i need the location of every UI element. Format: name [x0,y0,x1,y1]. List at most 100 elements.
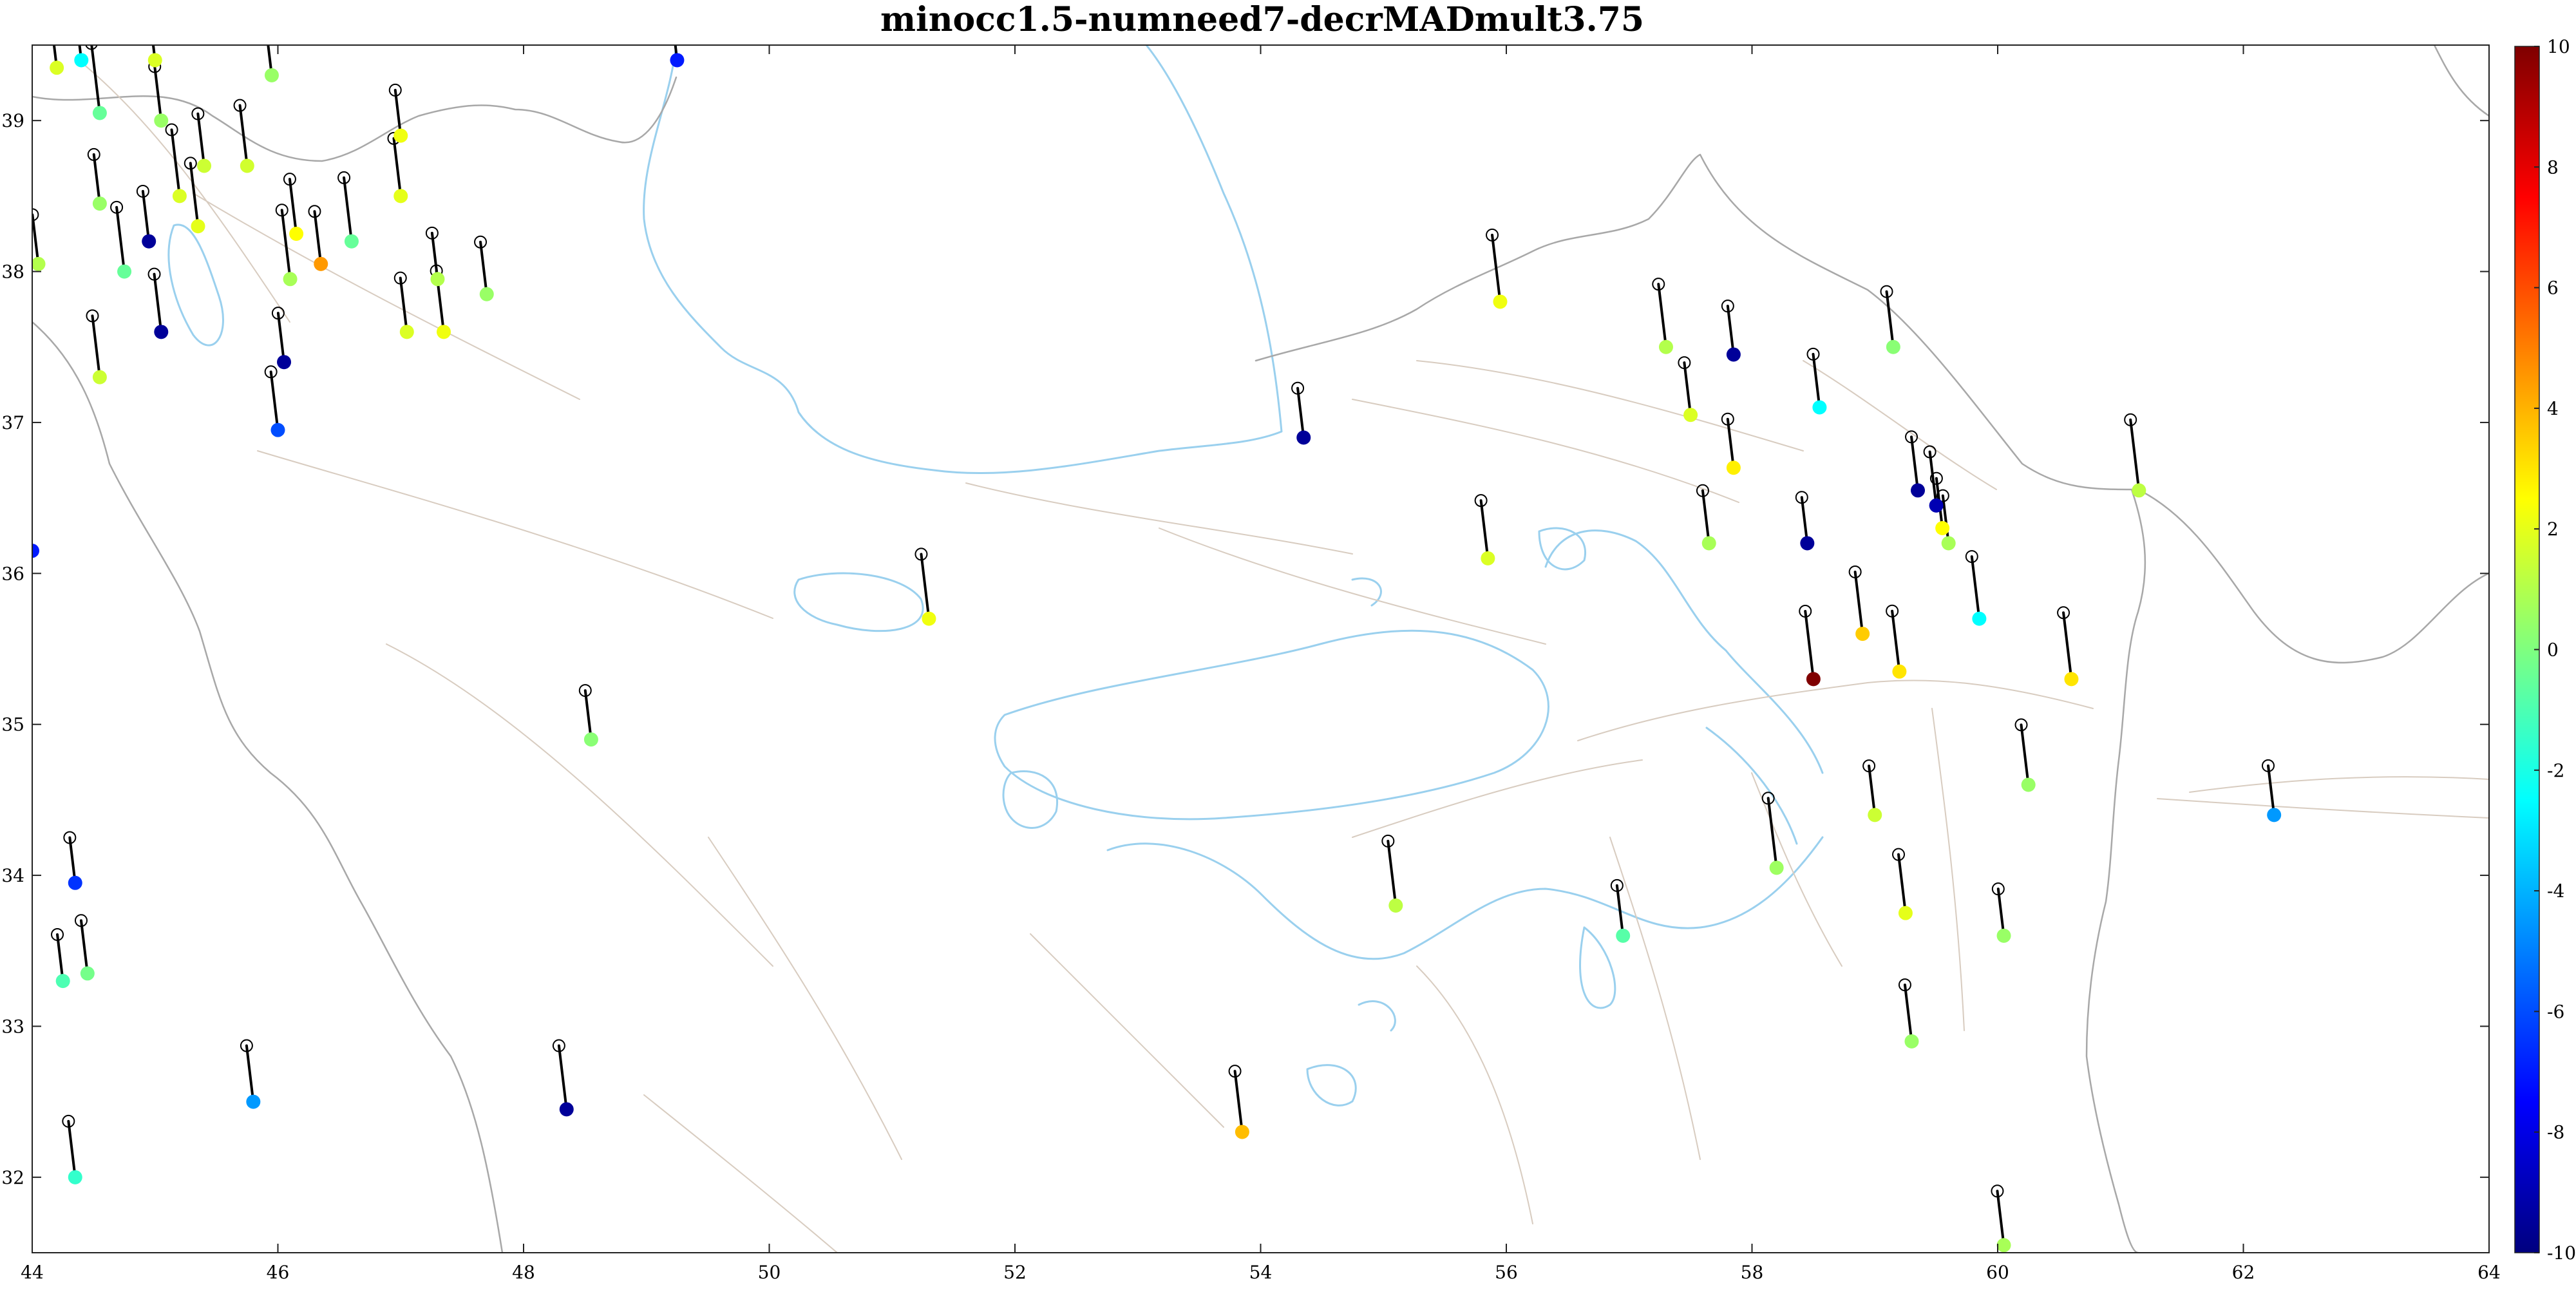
station-marker [479,287,494,301]
velocity-vector [1615,884,1625,937]
station-marker [92,196,107,211]
y-tick-label: 35 [1,714,24,736]
station-marker [246,1094,261,1109]
station-marker [1616,928,1631,943]
velocity-vector [1996,1190,2005,1247]
velocity-vector [79,919,89,975]
lut-river [1106,836,1824,960]
x-tick-label: 62 [2232,1262,2255,1283]
velocity-vector [1853,570,1864,636]
station-marker [1996,928,2011,943]
station-marker [670,53,685,68]
y-tick-label: 32 [1,1167,24,1188]
error-ellipse [1905,430,1918,444]
velocity-vector [479,240,488,296]
error-ellipse [425,226,439,240]
error-ellipse [63,831,77,844]
hamun-lake [1351,527,1586,607]
error-ellipse [663,0,675,1]
station-marker [1726,347,1741,362]
velocity-vector [276,312,286,364]
station-marker [240,158,254,173]
velocity-vector [2267,764,2276,817]
y-tick-label: 37 [1,412,24,433]
velocity-vector [1766,797,1778,869]
velocity-vector [557,1044,568,1111]
station-marker [1812,400,1827,415]
station-marker [289,226,304,241]
station-marker [92,370,107,385]
colorbar-tick-label: 4 [2547,398,2559,419]
velocity-vector [1910,435,1920,492]
border-armenia [2433,45,2489,117]
station-marker [1941,536,1956,551]
colorbar-tick-label: -4 [2547,880,2564,902]
error-ellipse [1696,484,1709,497]
station-marker [1996,1238,2011,1253]
station-marker [399,325,414,339]
velocity-vector [920,553,931,620]
colorbar-tick-label: -8 [2547,1122,2564,1143]
station-marker [154,113,169,128]
plot-frame [32,44,2490,1253]
station-marker [1769,860,1784,875]
chart-title: minocc1.5-numneed7-decrMADmult3.75 [880,0,1644,39]
east-rivers [1306,529,1824,1107]
station-marker [1658,339,1673,354]
colorbar-tick-label: -6 [2547,1001,2564,1022]
station-marker [1683,408,1698,423]
error-ellipse [1965,550,1978,564]
error-ellipse [1862,759,1876,773]
error-ellipse [337,171,351,184]
velocity-vector [32,540,33,553]
lake-urmia [167,223,224,347]
velocity-vector [1657,283,1667,348]
error-ellipse [1991,1184,2004,1198]
station-marker [191,219,205,234]
velocity-vector [1296,386,1305,439]
velocity-vector [1970,555,1981,620]
velocity-vector [68,836,77,884]
x-tick-label: 58 [1741,1262,1764,1283]
x-tick-label: 50 [758,1262,781,1283]
error-ellipse [51,927,64,941]
velocity-vector [1804,609,1815,681]
x-tick-label: 52 [1003,1262,1027,1283]
velocity-vector [288,178,298,235]
station-marker [142,234,156,249]
station-marker [68,1170,82,1184]
border-afghan [2137,488,2489,663]
station-marker [344,234,359,249]
error-ellipse [1761,792,1775,805]
error-ellipse [1806,347,1820,361]
error-ellipse [46,16,57,28]
station-marker [92,106,107,120]
x-axis: 44 46 48 50 52 54 56 58 60 62 64 [21,45,2501,1283]
station-marker [32,256,46,271]
error-ellipse [191,107,205,120]
velocity-vector [1885,290,1895,348]
error-ellipse [1721,299,1734,313]
velocity-vector [1897,853,1907,915]
station-marker [68,875,82,890]
velocity-vector [1941,494,1950,545]
error-ellipse [578,684,592,698]
qom-lake [1002,770,1058,829]
velocity-vector [56,933,64,983]
velocity-vector [392,137,402,198]
error-ellipse [1228,1065,1242,1078]
station-marker [1911,483,1926,498]
error-ellipse [1486,228,1499,242]
station-marker [1886,339,1900,354]
station-marker [1898,906,1913,920]
station-marker [393,128,408,143]
caspian-coastline [643,45,1283,475]
velocity-vector [1701,489,1710,545]
velocity-vector [238,104,249,167]
error-ellipse [74,914,88,927]
velocity-vector [1891,609,1901,673]
velocity-vector [280,209,292,281]
border-turkmen [1255,153,2139,491]
station-marker [314,256,328,271]
error-ellipse [1848,565,1862,578]
